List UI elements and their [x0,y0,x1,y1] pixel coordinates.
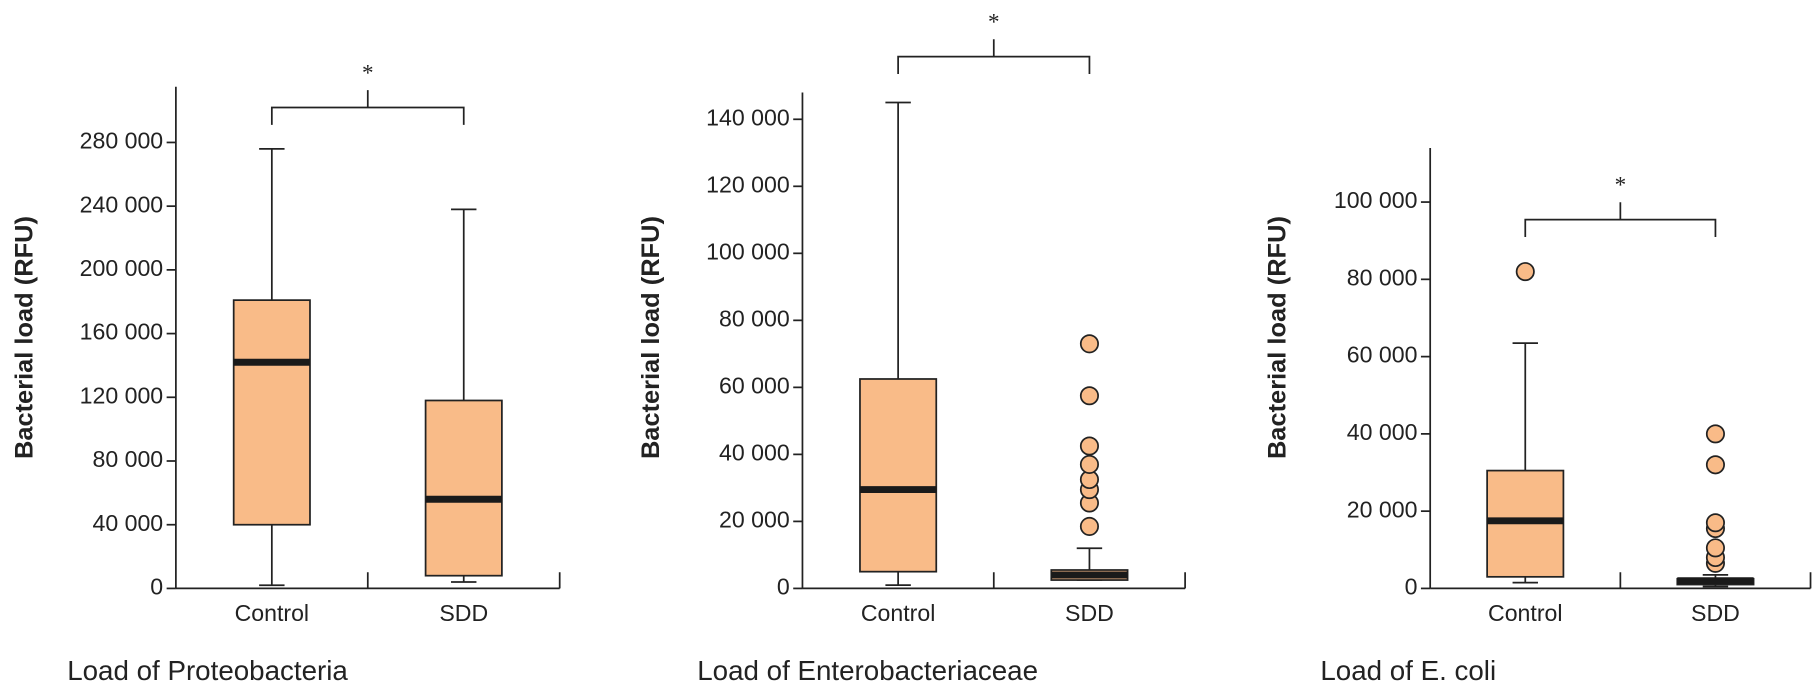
y-axis-label: Bacterial load (RFU) [10,216,38,459]
y-tick-label: 40 000 [92,510,163,536]
y-tick-label: 200 000 [80,255,164,281]
box [232,299,311,526]
y-tick-label: 60 000 [719,372,790,398]
y-tick-label: 40 000 [1347,419,1418,445]
box [859,378,938,573]
y-tick-label: 160 000 [80,319,164,345]
outlier [1079,516,1099,536]
y-tick-label: 280 000 [80,128,164,154]
y-tick-label: 80 000 [92,446,163,472]
y-tick-label: 240 000 [80,191,164,217]
box-plot-panel: 0 40 000 80 000 120 000 160 000 200 000 240 00… [10,60,561,686]
outlier [1079,436,1099,456]
y-tick-label: 20 000 [719,507,790,533]
significance-bracket [897,39,1091,74]
box-plot-panel: 0 20 000 40 000 60 000 80 000 100 000 120 000 1… [637,10,1186,686]
y-tick-label: 100 000 [1334,187,1418,213]
y-tick-label: 40 000 [719,439,790,465]
box-plot-panel: 0 20 000 40 000 60 000 80 000 100 000 Bacteria… [1263,147,1812,686]
outlier [1705,424,1725,444]
outlier [1079,454,1099,474]
x-tick-label: Control [861,600,936,626]
y-tick-label: 20 000 [1347,496,1418,522]
y-tick-label: 0 [1405,574,1418,600]
x-tick-label: SDD [439,600,488,626]
panel-title: Load of Proteobacteria [67,655,348,686]
outlier [1079,334,1099,354]
x-tick-label: SDD [1691,600,1740,626]
significance-bracket [1524,202,1717,237]
y-tick-label: 100 000 [706,238,790,264]
outlier [1705,538,1725,558]
significance-marker: * [362,60,374,86]
x-tick-label: Control [1488,600,1562,626]
y-tick-label: 120 000 [80,382,164,408]
y-tick-label: 80 000 [719,305,790,331]
outlier [1515,262,1535,282]
y-tick-label: 0 [150,574,163,600]
outlier [1705,513,1725,533]
y-tick-label: 140 000 [706,104,790,130]
y-tick-label: 80 000 [1347,264,1418,290]
y-tick-label: 0 [777,574,790,600]
panel-title: Load of E. coli [1320,655,1496,686]
y-tick-label: 60 000 [1347,342,1418,368]
panel-title: Load of Enterobacteriaceae [697,655,1038,686]
x-tick-label: SDD [1065,600,1114,626]
significance-bracket [270,90,465,125]
outlier [1079,386,1099,406]
y-axis-label: Bacterial load (RFU) [637,216,665,459]
outlier [1705,455,1725,475]
x-tick-label: Control [235,600,309,626]
significance-marker: * [988,10,1000,36]
significance-marker: * [1615,173,1627,199]
y-axis-label: Bacterial load (RFU) [1263,216,1291,459]
y-tick-label: 120 000 [706,171,790,197]
box [424,399,503,577]
